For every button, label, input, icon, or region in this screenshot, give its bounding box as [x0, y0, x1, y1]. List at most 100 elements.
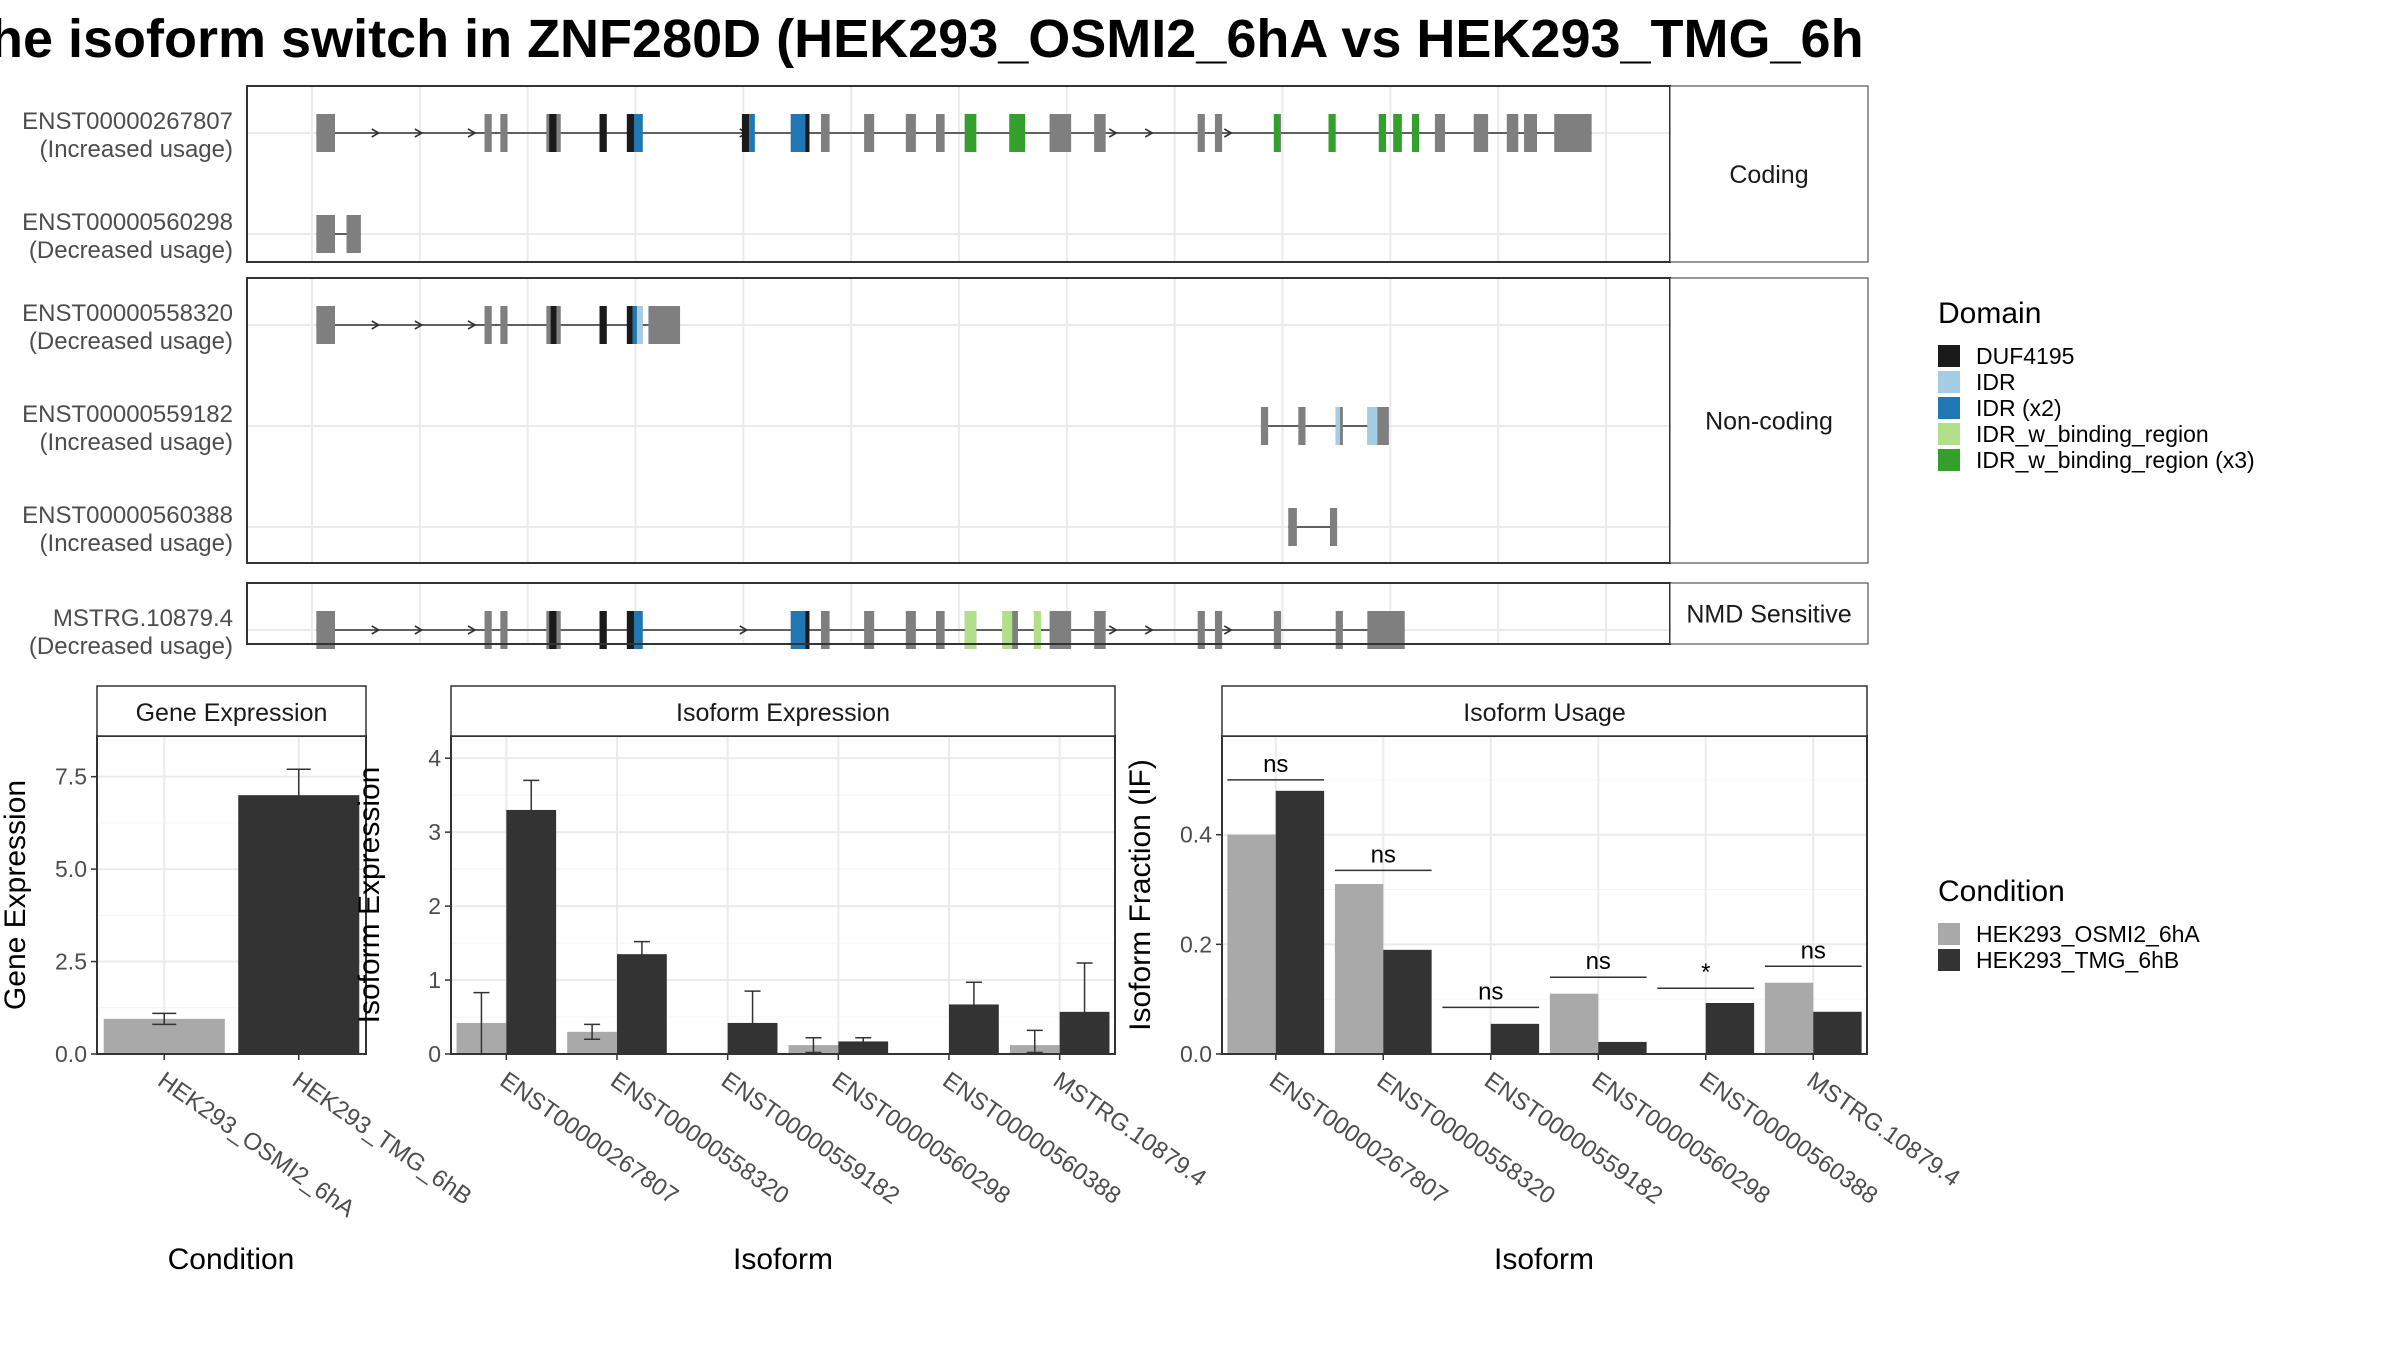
- exon-block: [484, 611, 492, 649]
- exon-block: [1273, 611, 1282, 649]
- panel-strip-label: Coding: [1729, 161, 1808, 189]
- intron-arrow: [739, 625, 749, 635]
- data-bar: [1490, 1023, 1540, 1054]
- intron-arrow: [414, 320, 424, 330]
- exon-block: [1335, 611, 1343, 649]
- isoform-id-label: ENST00000560298: [22, 209, 233, 236]
- data-bar: [1275, 790, 1325, 1054]
- y-tick-label: 2.5: [55, 949, 87, 975]
- x-tick-label: ENST00000267807: [1264, 1067, 1452, 1210]
- domain-block: [634, 611, 643, 649]
- legend-swatch: [1938, 371, 1960, 393]
- data-bar: [238, 795, 360, 1054]
- exon-block: [1214, 114, 1223, 152]
- exon-block: [1049, 611, 1072, 649]
- domain-block: [1335, 407, 1341, 445]
- domain-block: [805, 611, 810, 649]
- y-tick-label: 5.0: [55, 856, 87, 882]
- exon-block: [500, 306, 508, 344]
- domain-block: [1273, 114, 1280, 152]
- domain-block: [599, 306, 607, 344]
- domain-block: [599, 114, 607, 152]
- legend-swatch: [1938, 923, 1960, 945]
- exon-block: [1197, 611, 1205, 649]
- legend-swatch: [1938, 423, 1960, 445]
- bar-chart: 01234ENST00000267807ENST00000558320ENST0…: [353, 685, 1211, 1276]
- significance-label: ns: [1371, 841, 1396, 868]
- exon-block: [316, 611, 336, 649]
- panel-strip: [1669, 277, 1869, 564]
- x-axis-title: Isoform: [1494, 1243, 1594, 1276]
- chart-strip: [96, 685, 367, 737]
- isoform-id-label: ENST00000558320: [22, 300, 233, 327]
- exon-block: [820, 114, 830, 152]
- isoform-usage-label: (Decreased usage): [29, 633, 233, 660]
- legend-swatch: [1938, 345, 1960, 367]
- x-axis-title: Isoform: [733, 1243, 833, 1276]
- intron-arrow: [1223, 128, 1233, 138]
- domain-legend-title: Domain: [1938, 297, 2041, 330]
- isoform-structure-panels: ENST00000267807 (Increased usage) ENST0000…: [22, 85, 1869, 660]
- exon-block: [1367, 611, 1405, 649]
- y-tick-label: 2: [428, 893, 441, 919]
- legend-label: IDR (x2): [1976, 395, 2062, 421]
- intron-arrow: [414, 625, 424, 635]
- isoform-usage-label: (Increased usage): [40, 429, 233, 456]
- exon-block: [1214, 611, 1223, 649]
- x-tick-label: ENST00000558320: [606, 1067, 794, 1210]
- y-tick-label: 1: [428, 967, 441, 993]
- y-axis-title: Gene Expression: [0, 780, 32, 1010]
- y-tick-label: 0.0: [1180, 1041, 1212, 1067]
- exon-block: [905, 611, 916, 649]
- intron-arrow: [414, 128, 424, 138]
- intron-arrow: [1144, 625, 1154, 635]
- domain-block: [741, 114, 750, 152]
- exon-block: [1524, 114, 1537, 152]
- exon-block: [500, 611, 508, 649]
- chart-strip: [1221, 685, 1868, 737]
- chart-strip: [450, 685, 1116, 737]
- domain-block: [805, 114, 810, 152]
- x-tick-label: ENST00000558320: [1372, 1067, 1560, 1210]
- chart-title: Isoform Usage: [1463, 699, 1626, 727]
- domain-block: [1367, 407, 1378, 445]
- isoform-usage-label: (Increased usage): [40, 530, 233, 557]
- domain-block: [790, 114, 806, 152]
- exon-block: [316, 215, 336, 253]
- x-tick-label: ENST00000559182: [1479, 1067, 1667, 1210]
- exon-block: [1434, 114, 1445, 152]
- y-tick-label: 4: [428, 745, 441, 771]
- x-tick-label: ENST00000559182: [716, 1067, 904, 1210]
- y-axis-title: Isoform Expression: [353, 767, 386, 1024]
- isoform-id-label: MSTRG.10879.4: [53, 605, 233, 632]
- domain-block: [1378, 114, 1387, 152]
- data-bar: [1705, 1003, 1755, 1054]
- domain-block: [1033, 611, 1041, 649]
- domain-block: [626, 114, 635, 152]
- significance-label: ns: [1586, 948, 1611, 975]
- exon-block: [935, 611, 945, 649]
- legend-label: IDR_w_binding_region (x3): [1976, 447, 2255, 473]
- legend-label: HEK293_TMG_6hB: [1976, 947, 2179, 973]
- data-bar: [567, 1031, 617, 1054]
- condition-legend-title: Condition: [1938, 875, 2065, 908]
- x-tick-label: ENST00000267807: [495, 1067, 683, 1210]
- intron-arrow: [1144, 128, 1154, 138]
- data-bar: [1227, 834, 1276, 1054]
- legend-label: IDR: [1976, 369, 2016, 395]
- domain-block: [626, 611, 635, 649]
- exon-block: [316, 114, 336, 152]
- domain-block: [636, 306, 643, 344]
- data-bar: [838, 1041, 889, 1054]
- exon-block: [484, 306, 492, 344]
- data-bar: [1334, 884, 1384, 1054]
- exon-block: [648, 306, 681, 344]
- exon-block: [905, 114, 916, 152]
- isoform-id-label: ENST00000267807: [22, 108, 233, 135]
- exon-block: [1049, 114, 1072, 152]
- panel-strip: [1669, 85, 1869, 263]
- isoform-usage-label: (Decreased usage): [29, 237, 233, 264]
- y-tick-label: 0.4: [1180, 822, 1212, 848]
- domain-block: [1002, 611, 1013, 649]
